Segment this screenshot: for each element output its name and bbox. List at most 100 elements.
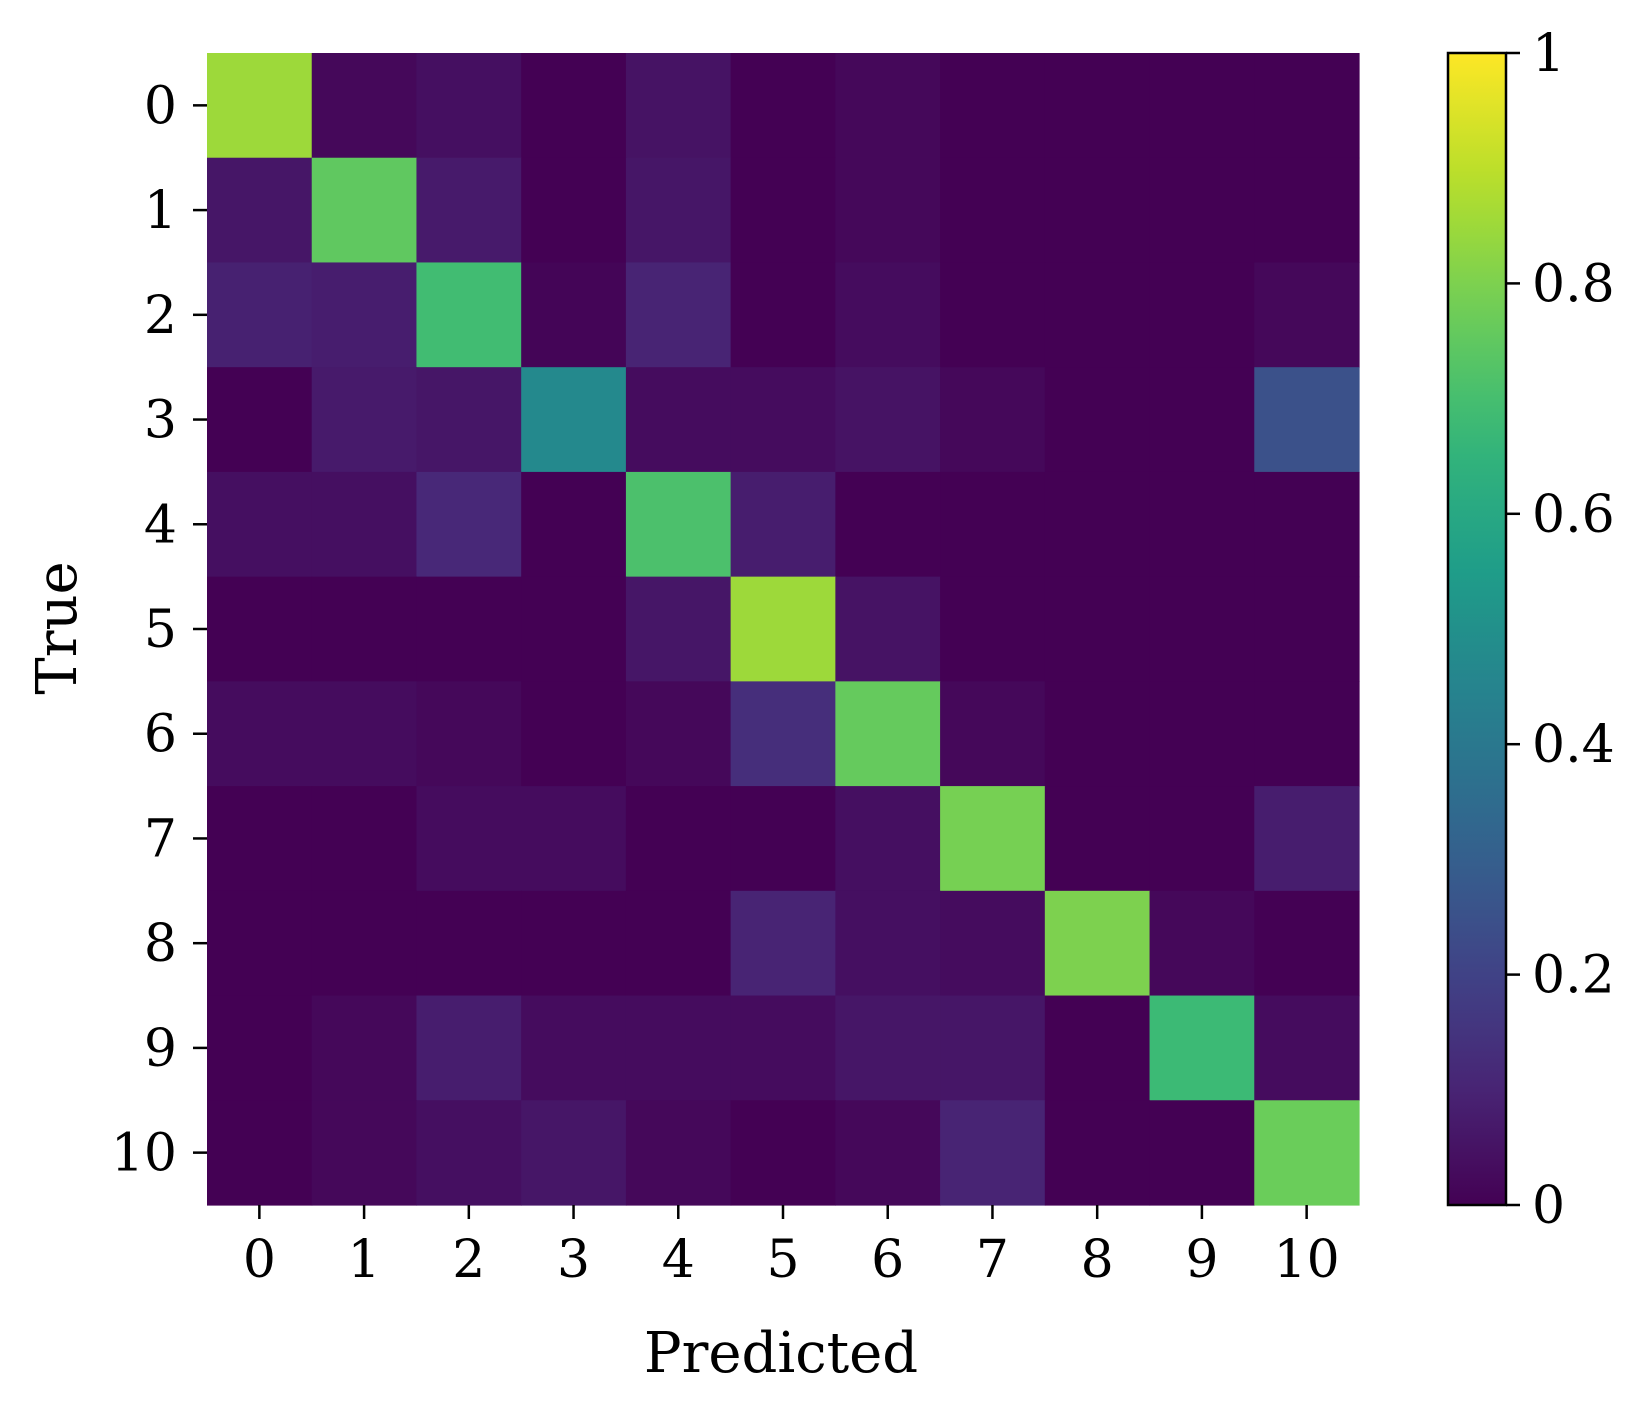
heatmap-cell-10-2 (416, 1100, 522, 1206)
heatmap-cell-5-0 (207, 576, 313, 682)
colorbar-tick-label: 0 (1532, 1176, 1565, 1236)
heatmap-cell-3-9 (1149, 367, 1255, 473)
heatmap-cell-2-10 (1254, 262, 1360, 368)
colorbar-gradient (1446, 51, 1508, 1207)
heatmap-cell-10-3 (521, 1100, 627, 1206)
heatmap-cell-10-6 (835, 1100, 941, 1206)
heatmap-cell-4-0 (207, 471, 313, 578)
heatmap-cell-5-5 (730, 576, 836, 682)
heatmap-cell-4-5 (730, 471, 836, 578)
heatmap-cell-3-10 (1254, 367, 1360, 473)
heatmap-cell-4-9 (1149, 471, 1255, 578)
x-tick-label: 3 (557, 1230, 590, 1290)
heatmap-cell-2-8 (1044, 262, 1151, 368)
heatmap-cell-4-1 (311, 471, 418, 578)
y-tick-label: 6 (144, 705, 177, 765)
y-tick-label: 4 (144, 495, 177, 555)
heatmap-cell-6-6 (835, 681, 941, 787)
heatmap-cell-9-2 (416, 995, 522, 1101)
heatmap-cell-6-2 (416, 681, 522, 787)
heatmap-cell-5-3 (521, 576, 627, 682)
heatmap-cell-3-4 (625, 367, 732, 473)
heatmap-cell-3-0 (207, 367, 313, 473)
heatmap-cell-8-7 (940, 890, 1046, 997)
heatmap-cell-6-5 (730, 681, 836, 787)
heatmap-cell-8-0 (207, 890, 313, 997)
heatmap-cell-0-3 (521, 53, 627, 159)
heatmap-cell-8-5 (730, 890, 836, 997)
heatmap-cell-0-1 (311, 53, 418, 159)
heatmap-cell-3-8 (1044, 367, 1151, 473)
colorbar: 0 0.2 0.4 0.6 0.8 1 (1446, 24, 1615, 1236)
heatmap-cell-8-2 (416, 890, 522, 997)
heatmap-cell-1-0 (207, 157, 313, 264)
heatmap-cell-6-10 (1254, 681, 1360, 787)
y-axis: 0 1 2 3 4 5 6 7 8 9 10 (111, 76, 207, 1184)
heatmap-cell-6-7 (940, 681, 1046, 787)
heatmap-cell-10-1 (311, 1100, 418, 1206)
heatmap-cell-5-6 (835, 576, 941, 682)
heatmap-cell-9-8 (1044, 995, 1151, 1101)
heatmap-cell-6-8 (1044, 681, 1151, 787)
heatmap-cell-6-1 (311, 681, 418, 787)
heatmap-cell-1-4 (625, 157, 732, 264)
heatmap-cell-6-0 (207, 681, 313, 787)
heatmap-cell-1-5 (730, 157, 836, 264)
colorbar-tick-label: 1 (1532, 24, 1565, 84)
y-tick-label: 1 (144, 181, 177, 241)
colorbar-tick-label: 0.8 (1532, 254, 1615, 314)
heatmap-cell-1-3 (521, 157, 627, 264)
heatmap-cell-3-1 (311, 367, 418, 473)
x-tick-label: 2 (452, 1230, 485, 1290)
heatmap-cell-7-8 (1044, 786, 1151, 892)
heatmap-cell-0-5 (730, 53, 836, 159)
heatmap-cell-8-10 (1254, 890, 1360, 997)
heatmap-cell-0-9 (1149, 53, 1255, 159)
heatmap-cell-9-3 (521, 995, 627, 1101)
x-tick-label: 7 (976, 1230, 1009, 1290)
x-tick-label: 1 (348, 1230, 381, 1290)
heatmap-cell-4-8 (1044, 471, 1151, 578)
x-axis-label: Predicted (644, 1321, 918, 1386)
heatmap-cell-8-1 (311, 890, 418, 997)
heatmap-cell-0-0 (207, 53, 313, 159)
y-tick-label: 10 (111, 1124, 177, 1184)
heatmap-cell-8-9 (1149, 890, 1255, 997)
heatmap-cell-7-9 (1149, 786, 1255, 892)
heatmap-cell-0-2 (416, 53, 522, 159)
heatmap-cell-8-6 (835, 890, 941, 997)
x-tick-label: 5 (766, 1230, 799, 1290)
heatmap-cell-3-6 (835, 367, 941, 473)
heatmap-cell-2-7 (940, 262, 1046, 368)
y-tick-label: 3 (144, 391, 177, 451)
heatmap-cell-5-9 (1149, 576, 1255, 682)
colorbar-tick-label: 0.2 (1532, 946, 1615, 1006)
heatmap-cell-7-1 (311, 786, 418, 892)
heatmap-cell-2-9 (1149, 262, 1255, 368)
heatmap-cell-6-3 (521, 681, 627, 787)
heatmap-cell-10-0 (207, 1100, 313, 1206)
y-tick-label: 7 (144, 809, 177, 869)
heatmap-cell-4-6 (835, 471, 941, 578)
x-axis: 0 1 2 3 4 5 6 7 8 9 10 (243, 1205, 1340, 1290)
heatmap-cell-9-6 (835, 995, 941, 1101)
heatmap-cell-7-3 (521, 786, 627, 892)
heatmap-cell-5-1 (311, 576, 418, 682)
y-tick-label: 2 (144, 286, 177, 346)
heatmap-cell-3-2 (416, 367, 522, 473)
heatmap-cell-8-4 (625, 890, 732, 997)
heatmap-cell-5-4 (625, 576, 732, 682)
heatmap-cell-9-1 (311, 995, 418, 1101)
heatmap-cell-0-10 (1254, 53, 1360, 159)
heatmap-cell-3-3 (521, 367, 627, 473)
x-tick-label: 4 (662, 1230, 695, 1290)
heatmap-cell-1-2 (416, 157, 522, 264)
heatmap-cell-10-8 (1044, 1100, 1151, 1206)
heatmap-cell-2-5 (730, 262, 836, 368)
heatmap-cell-8-8 (1044, 890, 1151, 997)
heatmap-cell-7-5 (730, 786, 836, 892)
y-tick-label: 8 (144, 914, 177, 974)
heatmap-cell-5-10 (1254, 576, 1360, 682)
colorbar-tick-label: 0.4 (1532, 715, 1615, 775)
